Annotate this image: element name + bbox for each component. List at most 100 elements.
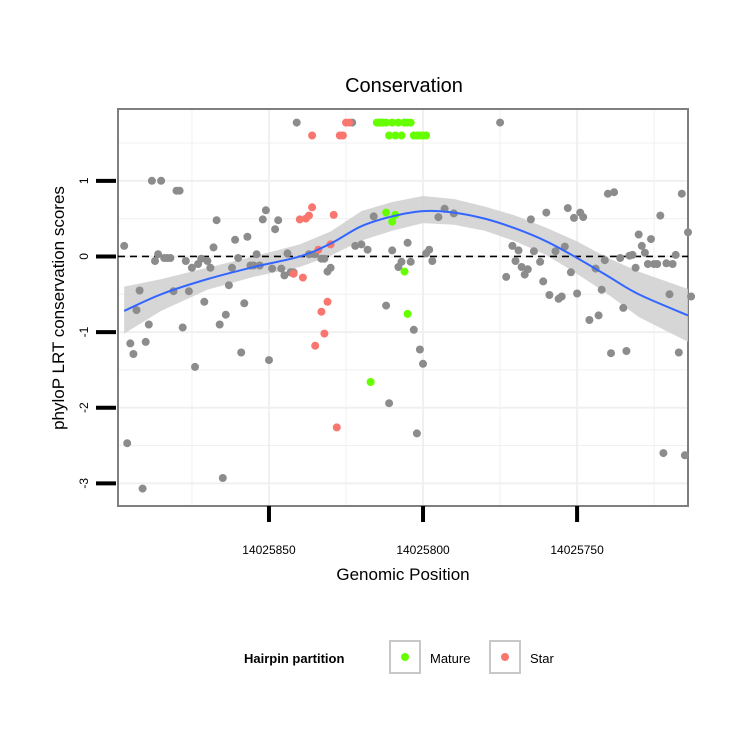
x-tick-label: 14025750: [550, 543, 604, 557]
data-point-star: [338, 131, 347, 140]
data-point-other: [610, 188, 619, 197]
data-point-other: [634, 230, 643, 239]
data-point-other: [228, 263, 236, 272]
data-point-other: [545, 291, 554, 299]
data-point-other: [619, 303, 628, 312]
x-tick-label: 14025850: [242, 543, 296, 557]
data-point-mature: [422, 131, 431, 140]
data-point-other: [671, 250, 680, 259]
data-point-other: [573, 289, 582, 298]
data-point-other: [240, 299, 249, 308]
data-point-other: [283, 249, 292, 258]
data-point-other: [357, 240, 366, 249]
data-point-other: [674, 348, 683, 357]
data-point-mature: [388, 217, 397, 226]
data-point-other: [181, 257, 190, 265]
data-point-other: [406, 257, 415, 266]
data-point-mature: [406, 118, 415, 127]
y-axis-title: phyloP LRT conservation scores: [49, 186, 68, 430]
data-point-other: [502, 272, 511, 281]
smooth-confidence-band: [124, 195, 688, 342]
data-point-star: [329, 210, 338, 219]
data-point-other: [659, 449, 668, 458]
data-point-other: [231, 235, 240, 244]
data-point-mature: [366, 378, 375, 386]
confidence-band: [124, 195, 688, 342]
data-point-other: [382, 301, 391, 310]
data-point-other: [203, 257, 212, 265]
data-point-other: [434, 213, 443, 222]
data-point-other: [643, 260, 652, 268]
data-point-other: [539, 277, 548, 286]
data-point-star: [311, 341, 320, 350]
data-point-other: [647, 235, 655, 244]
data-point-other: [680, 451, 689, 460]
data-point-star: [308, 131, 317, 140]
y-axis-ticks: -3 -2 -1 0 1: [77, 177, 116, 489]
data-point-other: [184, 287, 193, 296]
data-point-other: [147, 176, 156, 185]
data-point-other: [243, 232, 252, 241]
data-point-other: [138, 484, 147, 493]
data-point-other: [616, 254, 625, 262]
data-point-mature: [388, 118, 397, 127]
data-point-other: [631, 263, 640, 272]
y-tick-label: -3: [77, 478, 91, 489]
data-point-mature: [394, 118, 403, 127]
chart-title: Conservation: [345, 75, 463, 97]
data-point-other: [419, 359, 427, 368]
data-point-other: [687, 292, 696, 301]
data-point-other: [563, 204, 572, 213]
data-point-other: [566, 268, 575, 277]
data-point-other: [252, 250, 261, 259]
data-point-star: [345, 118, 354, 127]
smooth-line: [123, 209, 689, 317]
data-point-other: [662, 259, 671, 268]
data-point-other: [206, 263, 215, 272]
data-point-star: [305, 211, 313, 220]
data-point-other: [508, 241, 517, 250]
legend: Hairpin partition Mature Star: [244, 640, 555, 674]
legend-label-star: Star: [530, 651, 555, 666]
grid-lines: [118, 109, 688, 506]
data-point-other: [277, 264, 286, 273]
data-point-other: [268, 264, 277, 273]
data-point-other: [529, 247, 538, 256]
data-point-other: [178, 323, 187, 332]
data-point-other: [187, 263, 196, 272]
data-point-other: [385, 399, 394, 408]
data-point-other: [123, 439, 132, 448]
data-point-other: [412, 429, 421, 438]
data-point-other: [209, 243, 218, 252]
data-point-star: [295, 215, 304, 224]
data-point-mature: [397, 131, 406, 140]
data-point-other: [594, 311, 603, 320]
data-point-mature: [382, 208, 391, 217]
data-point-other: [409, 325, 418, 334]
data-point-other: [237, 348, 246, 357]
y-tick-label: -2: [77, 402, 91, 413]
data-point-other: [585, 316, 594, 324]
data-point-other: [415, 345, 424, 354]
data-point-other: [637, 241, 646, 250]
data-point-other: [397, 257, 406, 266]
data-point-other: [126, 339, 135, 348]
x-tick-label: 14025800: [396, 543, 450, 557]
x-axis-ticks: 14025850 14025800 14025750: [242, 506, 604, 557]
data-point-other: [197, 254, 206, 263]
data-point-other: [403, 238, 412, 247]
data-point-other: [280, 271, 289, 280]
data-point-other: [265, 356, 273, 365]
data-point-other: [560, 242, 569, 251]
data-point-other: [157, 176, 166, 185]
data-point-other: [570, 213, 578, 222]
data-point-other: [536, 257, 545, 266]
data-point-other: [684, 228, 692, 237]
data-point-star: [298, 273, 307, 282]
data-point-other: [640, 248, 649, 257]
data-point-other: [526, 215, 535, 224]
data-point-other: [258, 215, 267, 224]
data-point-other: [326, 263, 335, 272]
data-point-other: [261, 206, 270, 215]
data-point-star: [308, 203, 317, 212]
